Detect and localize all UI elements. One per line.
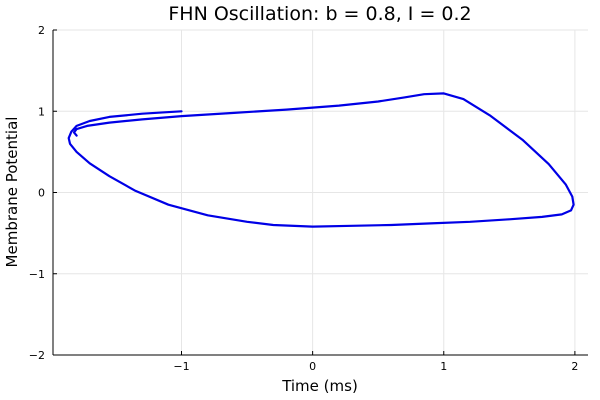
y-tick-label: −2 bbox=[29, 349, 45, 362]
y-tick-label: 1 bbox=[38, 105, 45, 118]
y-axis-label: Membrane Potential bbox=[3, 117, 21, 268]
x-tick-label: 1 bbox=[440, 360, 447, 373]
series-layer bbox=[67, 92, 575, 228]
x-tick-label: 0 bbox=[309, 360, 316, 373]
y-tick-label: 2 bbox=[38, 24, 45, 37]
ticks: −1 0 1 2 −2 −1 0 1 2 bbox=[29, 24, 579, 373]
grid bbox=[53, 29, 588, 356]
y-tick-label: 0 bbox=[38, 187, 45, 200]
x-tick-label: −1 bbox=[173, 360, 189, 373]
y-tick-label: −1 bbox=[29, 268, 45, 281]
x-axis-label: Time (ms) bbox=[281, 377, 358, 395]
x-tick-label: 2 bbox=[571, 360, 578, 373]
chart-title: FHN Oscillation: b = 0.8, I = 0.2 bbox=[168, 3, 471, 25]
series-line bbox=[67, 92, 575, 228]
